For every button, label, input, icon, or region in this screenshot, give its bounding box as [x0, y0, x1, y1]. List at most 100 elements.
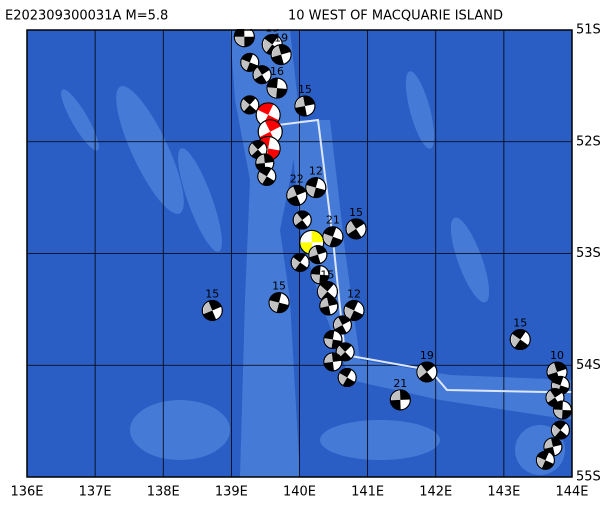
beachball-shade [546, 390, 555, 403]
beachball-quadrant [319, 274, 329, 284]
focal-mechanism [416, 361, 438, 383]
beachball-shade [337, 346, 346, 358]
beachball-quadrant [390, 399, 401, 410]
beachball-quadrant [550, 437, 562, 447]
title-band [0, 0, 609, 29]
beachball-shade [548, 363, 558, 375]
beachball-quadrant [549, 388, 563, 398]
frame [26, 29, 573, 478]
beachball-quadrant [295, 219, 308, 229]
depth-label: 12 [309, 165, 323, 178]
beachball-shade [292, 257, 301, 269]
beachball-outline [286, 184, 308, 206]
beachball-quadrant [294, 262, 308, 272]
beachball-quadrant [514, 339, 529, 350]
beachball-quadrant [420, 361, 435, 372]
beachball-quadrant [264, 119, 281, 132]
focal-mechanism [323, 352, 343, 372]
beachball-outline [252, 65, 272, 85]
depth-label: 15 [205, 287, 219, 300]
beachball-outline [550, 420, 570, 440]
beachball-shade [294, 213, 303, 225]
focal-mechanism [323, 330, 343, 350]
beachball-quadrant [257, 65, 270, 75]
beachball-outline [535, 450, 555, 470]
lat-label: 51S [576, 23, 601, 38]
beachball-shade [241, 99, 250, 111]
beachball-quadrant [399, 389, 411, 400]
beachball-quadrant [331, 352, 342, 362]
beachball-quadrant [350, 218, 365, 229]
title-region: 10 WEST OF MACQUARIE ISLAND [288, 9, 503, 24]
beachball-outline [323, 352, 343, 372]
depth-label: 21 [393, 377, 407, 390]
focal-mechanism [290, 252, 310, 272]
beachball-outline [389, 389, 411, 411]
depth-label: 15 [272, 280, 286, 293]
beachball-shade [339, 373, 348, 385]
beachball-outline [257, 166, 277, 186]
lon-label: 139E [215, 485, 248, 500]
lon-label: 138E [147, 485, 180, 500]
beachball-shade [417, 364, 427, 378]
depth-label: 15 [513, 317, 527, 330]
beachball-quadrant [338, 342, 352, 352]
lon-label: 143E [487, 485, 520, 500]
focal-mechanism [552, 400, 572, 420]
beachball-shade [309, 246, 318, 257]
beachball-quadrant [296, 210, 310, 220]
beachball-shade [552, 424, 561, 437]
beachball-quadrant [303, 95, 315, 106]
focal-mechanism [294, 95, 316, 117]
focal-mechanism [550, 420, 570, 440]
depth-label: 12 [347, 287, 361, 300]
beachball-quadrant [338, 351, 352, 361]
beachball-outline [323, 330, 343, 350]
lon-label: 142E [419, 485, 452, 500]
beachball-shade [347, 221, 357, 234]
depth-label: 21 [326, 214, 340, 227]
beachball-quadrant [244, 36, 255, 47]
beachball-quadrant [331, 339, 342, 349]
focal-mechanism [343, 299, 365, 321]
focal-mechanism [240, 95, 260, 115]
beachball-outline [337, 368, 357, 388]
title: E202309300031A M=5.8 [5, 9, 168, 24]
beachball-quadrant [257, 102, 274, 115]
beachball-quadrant [259, 167, 272, 177]
beachball-quadrant [254, 74, 267, 84]
beachball-outline [308, 245, 328, 265]
beachball-shade [258, 172, 267, 184]
lat-label: 54S [576, 358, 601, 373]
beachball-outline [201, 299, 223, 321]
lon-label: 144E [555, 485, 588, 500]
beachball-shade [241, 59, 250, 70]
beachball-shade [249, 143, 258, 156]
beachball-shade [324, 338, 333, 348]
beachball-quadrant [276, 88, 287, 99]
beachball-outline [345, 218, 367, 240]
beachball-outline [292, 210, 312, 230]
focal-mechanism [337, 368, 357, 388]
focal-mechanism [319, 296, 339, 316]
depth-label: 22 [290, 172, 304, 185]
focal-mechanism [292, 210, 312, 230]
beachball-quadrant [243, 104, 257, 114]
beachball-outline [322, 226, 344, 248]
focal-mechanism [270, 44, 292, 66]
beachball-quadrant [234, 26, 245, 37]
plate-boundary [277, 118, 572, 393]
beachball-outline [268, 292, 290, 314]
beachball-shade [391, 390, 401, 401]
beachball-outline [270, 44, 292, 66]
beachball-quadrant [347, 228, 362, 239]
beachball-quadrant [338, 316, 351, 326]
depth-label: 15 [298, 83, 312, 96]
beachball-shade [334, 317, 343, 329]
beachball-shade [511, 334, 521, 347]
lat-label: 53S [576, 246, 601, 261]
beachball-shade [268, 87, 278, 98]
focal-mechanism [201, 299, 223, 321]
focal-mechanism [266, 77, 288, 99]
